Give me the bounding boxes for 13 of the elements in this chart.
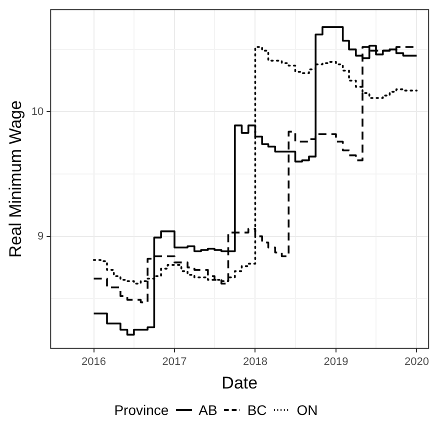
x-tick-label: 2016	[82, 356, 106, 368]
legend-title: Province	[114, 402, 169, 418]
x-tick-label: 2017	[162, 356, 187, 368]
x-axis-title: Date	[222, 373, 258, 392]
y-tick-label: 9	[38, 230, 44, 242]
legend-label: ON	[296, 402, 318, 418]
legend-label: AB	[198, 402, 218, 418]
x-tick-label: 2019	[324, 356, 348, 368]
x-tick-label: 2020	[404, 356, 429, 368]
y-tick-label: 10	[31, 106, 44, 118]
y-axis-title: Real Minimum Wage	[6, 100, 25, 258]
x-tick-label: 2018	[242, 356, 268, 368]
legend-label: BC	[247, 402, 267, 418]
